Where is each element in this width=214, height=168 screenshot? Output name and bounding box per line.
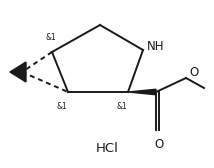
Polygon shape — [10, 62, 26, 82]
Text: &1: &1 — [57, 102, 67, 111]
Text: NH: NH — [147, 39, 165, 52]
Text: O: O — [189, 67, 198, 79]
Text: O: O — [154, 138, 164, 151]
Text: &1: &1 — [45, 33, 56, 43]
Text: HCl: HCl — [96, 141, 118, 155]
Text: &1: &1 — [117, 102, 127, 111]
Polygon shape — [128, 89, 156, 95]
